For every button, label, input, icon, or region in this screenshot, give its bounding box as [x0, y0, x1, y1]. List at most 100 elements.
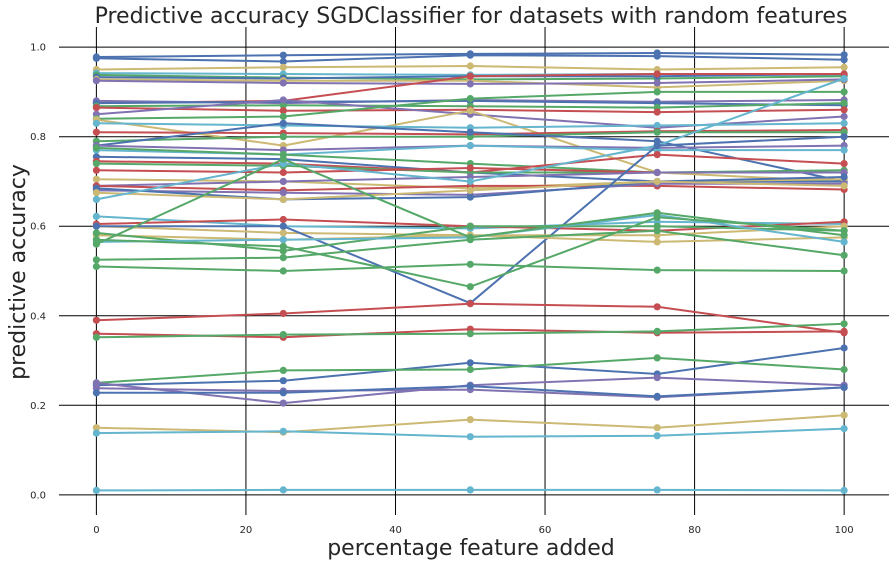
data-point [653, 52, 661, 60]
data-point [653, 424, 661, 432]
data-point [840, 327, 848, 335]
data-point [279, 229, 287, 237]
data-point [279, 427, 287, 435]
data-point [466, 80, 474, 88]
data-point [840, 146, 848, 154]
data-point [840, 182, 848, 190]
data-point [92, 54, 100, 62]
data-point [653, 266, 661, 274]
data-point [466, 236, 474, 244]
data-point [279, 486, 287, 494]
data-point [466, 62, 474, 70]
data-point [840, 267, 848, 275]
data-point [466, 107, 474, 115]
x-tick-label: 0 [93, 525, 99, 536]
data-point [840, 320, 848, 328]
data-point [653, 168, 661, 177]
data-point [92, 104, 100, 112]
data-point [466, 177, 474, 186]
data-point [279, 377, 287, 385]
data-point [840, 63, 848, 71]
data-point [466, 95, 474, 103]
data-point [653, 432, 661, 440]
data-point [653, 128, 661, 136]
data-point [466, 283, 474, 291]
data-point [840, 344, 848, 352]
data-point [279, 177, 287, 186]
y-tick-label: 0.8 [30, 132, 46, 143]
data-point [653, 354, 661, 362]
data-point [92, 189, 100, 197]
data-point [279, 309, 287, 318]
x-tick-labels: 0 20 40 60 80 100 [93, 525, 853, 536]
y-tick-labels: 0.0 0.2 0.4 0.6 0.8 1.0 [30, 43, 46, 502]
data-point [92, 144, 100, 152]
data-point [279, 101, 287, 109]
data-point [653, 227, 661, 235]
data-point [840, 383, 848, 391]
data-point [92, 333, 100, 341]
data-point [840, 160, 848, 168]
data-point [466, 72, 474, 80]
data-point [466, 142, 474, 150]
data-point [653, 392, 661, 400]
data-point [279, 133, 287, 141]
data-point [466, 359, 474, 367]
data-point [840, 365, 848, 374]
data-point [653, 88, 661, 96]
data-point [92, 222, 100, 230]
data-point [840, 411, 848, 419]
x-axis-label: percentage feature added [327, 536, 615, 561]
data-point [92, 212, 100, 220]
data-point [653, 79, 661, 87]
data-point [840, 56, 848, 64]
data-point [92, 429, 100, 437]
data-point [466, 51, 474, 59]
data-point [466, 330, 474, 338]
data-point [279, 96, 287, 104]
data-point [653, 303, 661, 311]
series-32 [92, 177, 848, 203]
data-point [653, 327, 661, 335]
data-point [92, 175, 100, 183]
data-point [279, 215, 287, 224]
data-point [279, 195, 287, 203]
data-point [653, 121, 661, 130]
data-point [279, 63, 287, 71]
data-point [466, 382, 474, 390]
x-tick-label: 40 [389, 525, 402, 536]
data-point [466, 222, 474, 230]
data-point [279, 57, 287, 66]
data-point [92, 166, 100, 174]
series-7 [92, 75, 848, 88]
x-tick-label: 20 [240, 525, 253, 536]
data-point [466, 365, 474, 374]
series-54 [92, 425, 848, 441]
data-point [840, 251, 848, 259]
data-point [92, 424, 100, 432]
y-tick-label: 0.4 [30, 311, 46, 322]
data-point [92, 316, 100, 324]
data-point [279, 222, 287, 230]
data-point [653, 238, 661, 246]
data-point [92, 379, 100, 387]
data-point [92, 77, 100, 85]
series-14 [92, 88, 848, 123]
series-52 [92, 382, 848, 400]
data-point [840, 238, 848, 246]
data-point [840, 88, 848, 96]
data-point [279, 112, 287, 121]
data-point [840, 425, 848, 433]
data-point [466, 416, 474, 424]
data-point [279, 242, 287, 250]
x-tick-label: 60 [539, 525, 552, 536]
y-tick-label: 0.0 [30, 490, 46, 501]
data-point [466, 164, 474, 172]
x-tick-label: 80 [688, 525, 701, 536]
series-47 [92, 320, 848, 341]
data-point [279, 79, 287, 87]
series-21 [92, 142, 848, 159]
series-45 [92, 300, 848, 337]
series-group [92, 49, 848, 494]
data-point [840, 486, 848, 494]
